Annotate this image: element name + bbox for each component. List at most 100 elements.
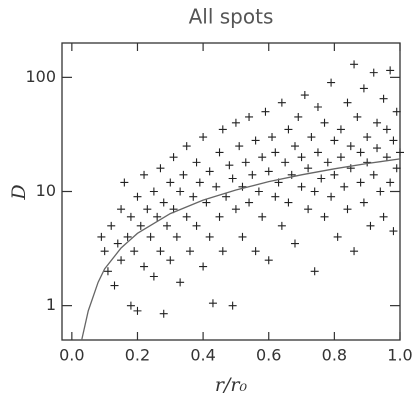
data-point (182, 212, 191, 221)
data-point (159, 198, 168, 207)
data-point (228, 174, 237, 183)
data-point (396, 148, 404, 157)
data-point (297, 182, 306, 191)
data-point (271, 192, 280, 201)
data-point (113, 239, 122, 248)
data-point (330, 170, 339, 179)
data-point (202, 198, 211, 207)
data-point (353, 112, 362, 121)
data-point (245, 198, 254, 207)
data-point (363, 133, 372, 142)
data-point (343, 205, 352, 214)
data-point (176, 187, 185, 196)
x-axis-label: r/r₀ (215, 374, 248, 396)
data-point (310, 187, 319, 196)
x-tick-label: 0.6 (256, 346, 281, 365)
data-point (208, 299, 217, 308)
data-point (126, 212, 135, 221)
data-point (205, 232, 214, 241)
data-point (140, 262, 149, 271)
data-point (363, 158, 372, 167)
data-point (172, 232, 181, 241)
data-point (136, 221, 145, 230)
data-point (284, 125, 293, 134)
data-point (238, 232, 247, 241)
data-point (369, 68, 378, 77)
data-point (304, 164, 313, 173)
data-point (251, 247, 260, 256)
data-point (251, 136, 260, 145)
data-point (195, 178, 204, 187)
data-point (264, 167, 273, 176)
data-point (264, 256, 273, 265)
data-point (218, 125, 227, 134)
data-point (126, 301, 135, 310)
data-point (382, 153, 391, 162)
data-point (212, 182, 221, 191)
data-point (166, 256, 175, 265)
x-tick-label: 0.2 (125, 346, 150, 365)
data-point (199, 262, 208, 271)
data-point (149, 187, 158, 196)
data-point (222, 192, 231, 201)
data-point (333, 232, 342, 241)
data-point (336, 153, 345, 162)
data-point (313, 102, 322, 111)
data-point (271, 148, 280, 157)
data-point (294, 112, 303, 121)
y-tick-label: 10 (36, 181, 56, 200)
data-point (261, 107, 270, 116)
data-point (123, 232, 132, 241)
data-point (300, 91, 309, 100)
data-point (215, 148, 224, 157)
data-point (284, 198, 293, 207)
data-point (146, 232, 155, 241)
data-point (199, 133, 208, 142)
data-point (277, 221, 286, 230)
data-point (356, 178, 365, 187)
data-point (320, 118, 329, 127)
data-point (117, 205, 126, 214)
data-point (304, 205, 313, 214)
data-point (130, 247, 139, 256)
data-point (310, 267, 319, 276)
data-point (110, 281, 119, 290)
data-point (376, 187, 385, 196)
data-point (169, 153, 178, 162)
data-point (290, 142, 299, 151)
data-point (359, 84, 368, 93)
data-point (192, 221, 201, 230)
data-point (369, 170, 378, 179)
data-point (140, 170, 149, 179)
data-point (156, 247, 165, 256)
data-point (153, 212, 162, 221)
y-axis-label: D (8, 184, 30, 200)
data-point (192, 158, 201, 167)
data-point (356, 148, 365, 157)
data-point (163, 221, 172, 230)
data-point (330, 136, 339, 145)
data-point (379, 94, 388, 103)
y-tick-label: 1 (46, 295, 56, 314)
data-point (392, 164, 401, 173)
data-point (277, 98, 286, 107)
x-tick-label: 0.8 (322, 346, 347, 365)
data-point (185, 247, 194, 256)
data-point (248, 170, 257, 179)
data-point (97, 232, 106, 241)
x-tick-label: 1.0 (387, 346, 412, 365)
data-point (386, 66, 395, 75)
data-point (307, 133, 316, 142)
data-point (389, 227, 398, 236)
data-point (231, 205, 240, 214)
data-point (317, 174, 326, 183)
data-point (343, 98, 352, 107)
data-point (350, 60, 359, 69)
data-point (218, 247, 227, 256)
data-point (268, 133, 277, 142)
data-point (373, 118, 382, 127)
x-tick-label: 0.0 (59, 346, 84, 365)
data-point (336, 125, 345, 134)
data-point (323, 158, 332, 167)
data-point (100, 247, 109, 256)
